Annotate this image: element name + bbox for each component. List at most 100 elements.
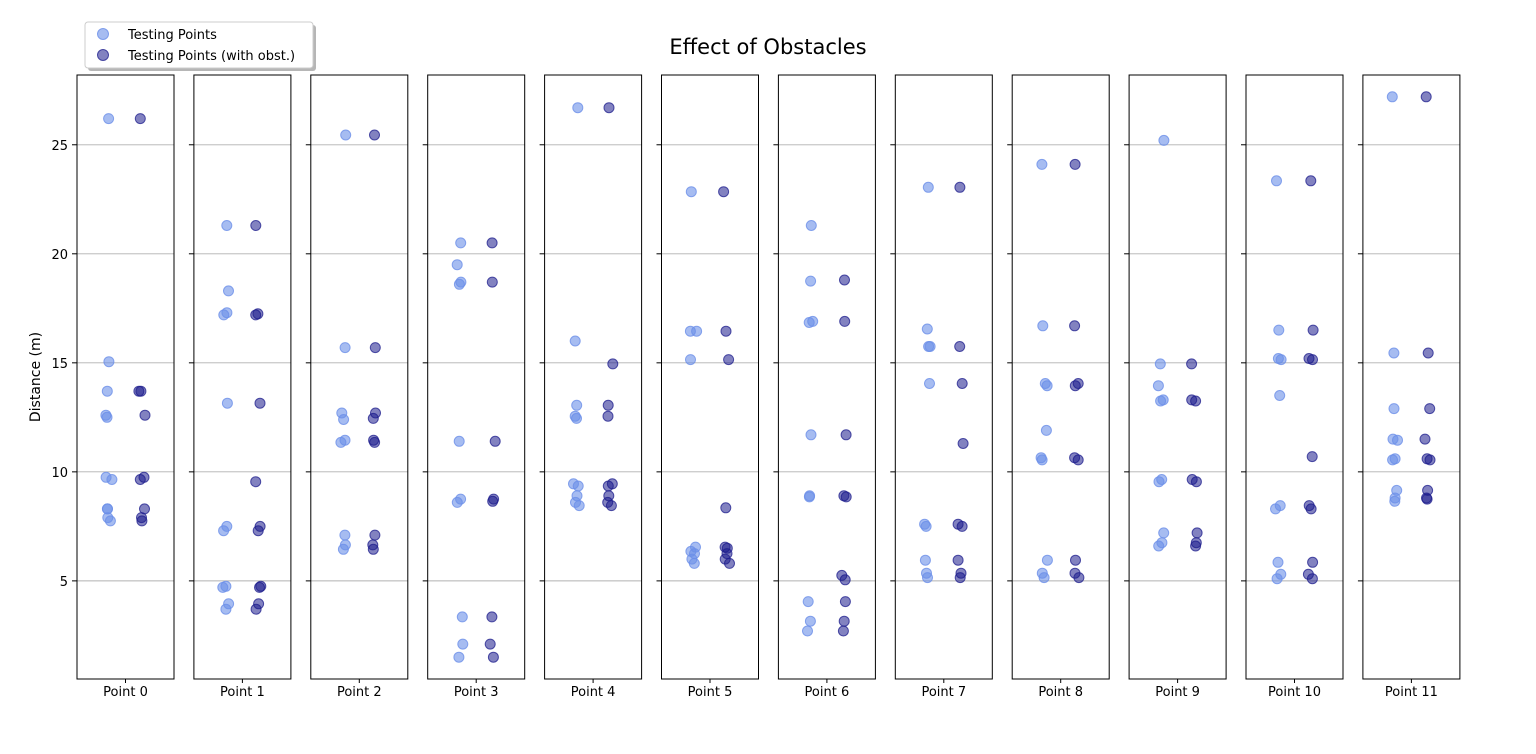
point-with-obst [718, 186, 730, 198]
x-tick-label: Point 10 [1268, 685, 1321, 700]
point-with-obst [954, 572, 966, 584]
point-with-obst [607, 358, 619, 370]
point-with-obst [1419, 433, 1431, 445]
point-with-obst [956, 520, 968, 532]
point-testing [1275, 354, 1287, 366]
point-with-obst [369, 342, 381, 354]
point-testing [924, 378, 935, 389]
point-testing [803, 491, 815, 503]
x-tick-label: Point 6 [805, 685, 850, 700]
point-testing [218, 309, 230, 321]
point-with-obst [605, 500, 617, 512]
point-testing [1037, 320, 1049, 332]
point-with-obst [1069, 158, 1081, 170]
point-with-obst [369, 529, 381, 541]
x-tick-label: Point 0 [103, 685, 148, 700]
point-testing [1272, 556, 1284, 568]
x-tick-label: Point 2 [337, 685, 382, 700]
point-testing [337, 543, 349, 555]
y-tick-label: 10 [51, 466, 68, 481]
panel-9: Point 9 [1124, 74, 1227, 700]
point-with-obst [1307, 354, 1318, 366]
point-with-obst [486, 276, 498, 288]
panel-frame [1362, 74, 1461, 680]
point-testing [1389, 495, 1401, 507]
point-testing [453, 278, 465, 290]
point-with-obst [1073, 572, 1085, 584]
point-testing [221, 220, 233, 231]
point-testing [1270, 503, 1281, 515]
point-with-obst [602, 480, 614, 492]
point-testing [1154, 358, 1166, 370]
panel-frame [1128, 74, 1227, 680]
point-with-obst [1424, 454, 1436, 466]
y-tick-label: 25 [51, 139, 68, 154]
point-testing [920, 520, 932, 532]
panels-group: 5 10 15 20 25 Point 0 Point 1 Point 2 Point 3 Poi… [51, 74, 1461, 700]
point-testing [684, 325, 696, 337]
point-with-obst [486, 237, 498, 249]
point-with-obst [1305, 175, 1317, 187]
x-tick-label: Point 8 [1038, 685, 1083, 700]
point-testing [805, 275, 817, 287]
point-with-obst [1305, 503, 1317, 515]
point-testing [1036, 454, 1048, 466]
point-with-obst [838, 615, 850, 627]
panel-frame [76, 74, 175, 680]
point-testing [104, 515, 116, 527]
point-testing [101, 385, 113, 397]
point-testing [339, 529, 351, 541]
y-tick-label: 20 [51, 248, 68, 263]
x-tick-label: Point 1 [220, 685, 265, 700]
panel-frame [894, 74, 993, 680]
point-with-obst [1190, 540, 1202, 552]
point-testing [922, 181, 934, 193]
point-testing [1155, 395, 1167, 407]
point-with-obst [1070, 554, 1081, 566]
point-testing [335, 436, 347, 448]
point-with-obst [839, 315, 851, 327]
point-testing [924, 341, 936, 352]
panel-frame [661, 74, 759, 680]
point-with-obst [489, 435, 501, 447]
panel-6: Point 6 [773, 74, 876, 700]
panel-3: Point 3 [422, 74, 526, 700]
point-testing [101, 411, 113, 423]
point-with-obst [250, 220, 262, 231]
point-with-obst [250, 476, 262, 488]
point-with-obst [484, 638, 496, 650]
point-testing [1392, 434, 1403, 446]
point-with-obst [367, 412, 379, 424]
panel-4: Point 4 [539, 74, 643, 700]
point-testing [451, 496, 463, 508]
point-testing [802, 596, 814, 608]
point-with-obst [487, 495, 499, 507]
point-with-obst [602, 399, 614, 411]
point-with-obst [839, 596, 851, 608]
point-testing [1153, 540, 1165, 552]
point-testing [338, 414, 350, 425]
point-with-obst [840, 491, 852, 503]
point-with-obst [1420, 91, 1432, 103]
point-testing [803, 317, 815, 328]
point-testing [217, 581, 229, 593]
point-testing [1158, 134, 1170, 146]
point-testing [1153, 476, 1165, 488]
point-with-obst [724, 557, 735, 569]
point-with-obst [952, 554, 964, 566]
point-with-obst [250, 309, 262, 321]
point-testing [569, 335, 581, 347]
point-testing [572, 480, 584, 492]
panel-11: Point 11 [1357, 74, 1461, 700]
point-with-obst [254, 581, 265, 593]
point-testing [805, 220, 817, 231]
point-testing [103, 113, 115, 125]
point-testing [455, 237, 467, 249]
point-testing [921, 323, 933, 335]
legend-label-testing-points: Testing Points [127, 28, 217, 43]
point-testing [1038, 572, 1050, 584]
point-testing [1041, 554, 1053, 566]
point-with-obst [1307, 324, 1319, 336]
point-with-obst [1072, 454, 1084, 466]
point-testing [572, 102, 584, 114]
